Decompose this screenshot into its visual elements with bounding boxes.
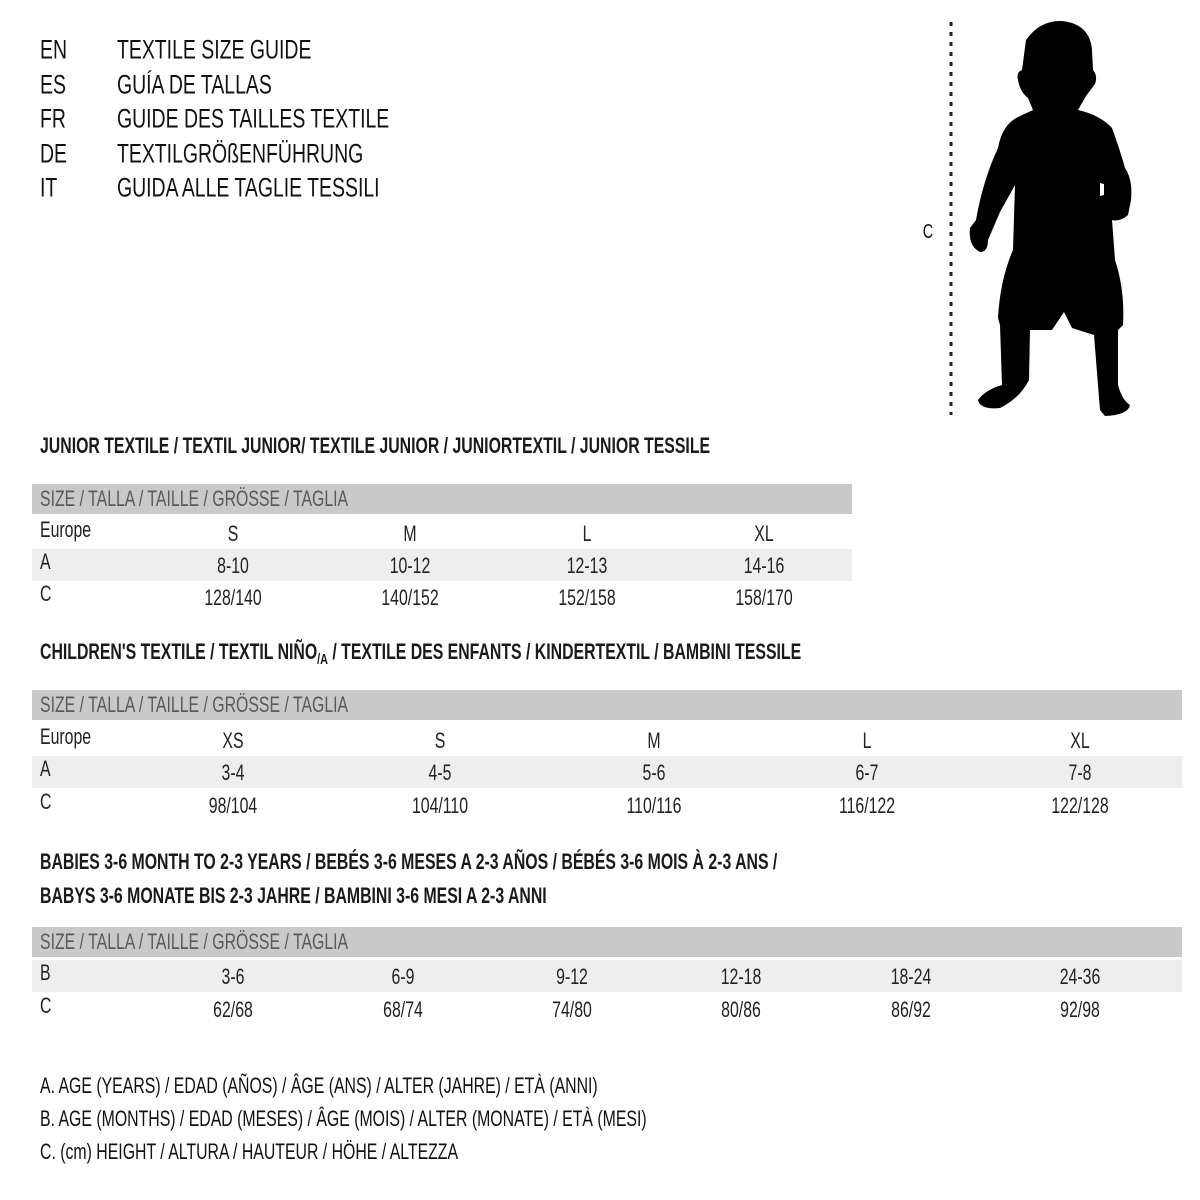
table-cell: 80/86 <box>721 997 761 1022</box>
table-cell: XL <box>754 521 774 546</box>
table-cell: 3-4 <box>221 760 245 785</box>
table-cell: 9-12 <box>556 964 588 989</box>
table-cell: 98/104 <box>208 793 258 818</box>
size-header-bar <box>32 690 1182 720</box>
table-cell: 6-7 <box>855 760 879 785</box>
table-cell: L <box>582 521 592 546</box>
table-cell: 4-5 <box>428 760 452 785</box>
language-code: EN <box>40 34 68 65</box>
shaded-row <box>32 549 852 581</box>
row-label: C <box>40 993 52 1018</box>
table-cell: 74/80 <box>552 997 592 1022</box>
table-cell: 158/170 <box>735 585 793 610</box>
table-cell: M <box>647 728 661 753</box>
section-heading-children: CHILDREN'S TEXTILE / TEXTIL NIÑO/A / TEX… <box>40 638 802 669</box>
table-cell: 116/122 <box>838 793 896 818</box>
table-cell: 6-9 <box>391 964 415 989</box>
shaded-row <box>32 960 1182 992</box>
table-cell: 12-18 <box>720 964 762 989</box>
title-text: TEXTILE SIZE GUIDE <box>117 34 312 65</box>
table-cell: 12-13 <box>566 553 608 578</box>
child-silhouette-icon <box>949 20 1132 416</box>
table-cell: 68/74 <box>383 997 423 1022</box>
table-cell: 92/98 <box>1060 997 1100 1022</box>
table-cell: 3-6 <box>221 964 245 989</box>
size-header-bar <box>32 484 852 514</box>
title-text: GUIDE DES TAILLES TEXTILE <box>117 103 390 134</box>
table-cell: M <box>403 521 417 546</box>
table-cell: 128/140 <box>204 585 262 610</box>
table-cell: L <box>862 728 872 753</box>
table-cell: 18-24 <box>890 964 932 989</box>
row-label: A <box>40 756 51 781</box>
row-label: C <box>40 789 52 814</box>
table-cell: 24-36 <box>1059 964 1101 989</box>
table-cell: 62/68 <box>213 997 253 1022</box>
table-cell: XL <box>1070 728 1090 753</box>
heading-part: / TEXTILE DES ENFANTS / KINDERTEXTIL / B… <box>327 638 802 664</box>
child-silhouette <box>969 20 1132 416</box>
table-cell: 86/92 <box>891 997 931 1022</box>
footnote: A. AGE (YEARS) / EDAD (AÑOS) / ÂGE (ANS)… <box>40 1073 598 1098</box>
row-label: B <box>40 960 51 985</box>
table-cell: 104/110 <box>411 793 469 818</box>
size-header-bar <box>32 927 1182 957</box>
section-heading-babies: BABIES 3-6 MONTH TO 2-3 YEARS / BEBÉS 3-… <box>40 849 778 874</box>
row-label: Europe <box>40 724 92 749</box>
table-cell: 152/158 <box>558 585 616 610</box>
language-code: DE <box>40 138 68 168</box>
size-header: SIZE / TALLA / TAILLE / GRÖSSE / TAGLIA <box>40 929 349 954</box>
title-text: GUIDA ALLE TAGLIE TESSILI <box>117 172 380 203</box>
table-cell: 140/152 <box>381 585 439 610</box>
row-label: Europe <box>40 517 92 542</box>
table-cell: 10-12 <box>389 553 431 578</box>
language-code: ES <box>40 69 66 99</box>
title-text: GUÍA DE TALLAS <box>117 69 272 99</box>
shaded-row <box>32 756 1182 788</box>
measure-label: C <box>922 221 934 243</box>
section-heading-junior: JUNIOR TEXTILE / TEXTIL JUNIOR/ TEXTILE … <box>40 433 711 458</box>
table-cell: S <box>434 728 446 753</box>
title-text: TEXTILGRÖßENFÜHRUNG <box>117 138 364 168</box>
table-cell: 14-16 <box>743 553 785 578</box>
table-cell: 122/128 <box>1051 793 1109 818</box>
language-code: FR <box>40 103 66 134</box>
row-label: A <box>40 549 51 574</box>
table-cell: XS <box>222 728 244 753</box>
table-cell: 8-10 <box>217 553 249 578</box>
row-label: C <box>40 581 52 606</box>
table-cell: S <box>227 521 239 546</box>
language-code: IT <box>40 172 58 203</box>
footnote: C. (cm) HEIGHT / ALTURA / HAUTEUR / HÖHE… <box>40 1139 459 1164</box>
size-header: SIZE / TALLA / TAILLE / GRÖSSE / TAGLIA <box>40 486 349 511</box>
footnote: B. AGE (MONTHS) / EDAD (MESES) / ÂGE (MO… <box>40 1106 647 1131</box>
table-cell: 5-6 <box>642 760 666 785</box>
table-cell: 110/116 <box>626 793 682 818</box>
size-header: SIZE / TALLA / TAILLE / GRÖSSE / TAGLIA <box>40 692 349 717</box>
heading-part: CHILDREN'S TEXTILE / TEXTIL NIÑO <box>40 638 318 664</box>
section-heading-babies-2: BABYS 3-6 MONATE BIS 2-3 JAHRE / BAMBINI… <box>40 883 547 908</box>
table-cell: 7-8 <box>1068 760 1092 785</box>
heading-part: /A <box>317 651 328 669</box>
